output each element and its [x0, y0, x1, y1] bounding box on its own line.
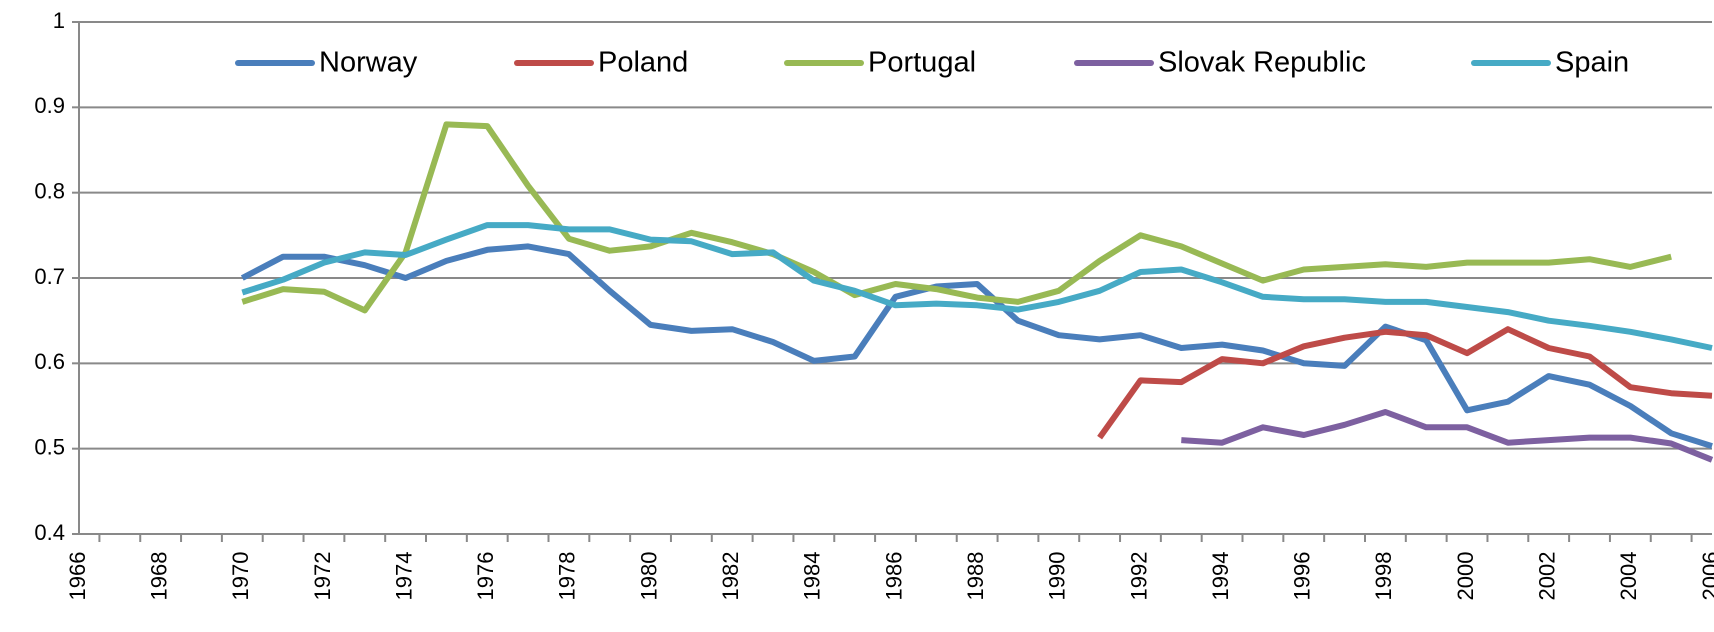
legend-label: Spain: [1555, 47, 1629, 79]
y-tick-label: 0.5: [34, 434, 65, 459]
legend-label: Portugal: [868, 47, 976, 79]
x-tick-label: 1966: [65, 552, 90, 601]
legend: Norway Poland Portugal Slovak Republic Spain: [235, 47, 1629, 79]
y-tick-label: 0.9: [34, 93, 65, 118]
y-tick-label: 0.6: [34, 349, 65, 374]
legend-label: Poland: [598, 47, 688, 79]
x-tick-label: 1992: [1126, 552, 1151, 601]
y-tick-label: 0.8: [34, 178, 65, 203]
y-tick-label: 0.4: [34, 520, 65, 545]
x-tick-label: 1974: [391, 552, 416, 601]
y-tick-label: 0.7: [34, 264, 65, 289]
x-tick-label: 1968: [146, 552, 171, 601]
x-tick-label: 2000: [1453, 552, 1478, 601]
x-tick-label: 2006: [1698, 552, 1714, 601]
x-tick-label: 1996: [1290, 552, 1315, 601]
x-tick-label: 1988: [963, 552, 988, 601]
series-line: [1181, 409, 1714, 463]
x-tick-label: 1970: [228, 552, 253, 601]
series-line: [1097, 326, 1713, 440]
x-tick-label: 2002: [1535, 552, 1560, 601]
x-tick-label: 1976: [473, 552, 498, 601]
x-tick-label: 1980: [636, 552, 661, 601]
series-line: [241, 121, 1672, 314]
y-tick-label: 1: [53, 8, 65, 33]
x-tick-label: 1984: [800, 552, 825, 601]
x-tick-label: 1978: [555, 552, 580, 601]
x-tick-label: 1986: [881, 552, 906, 601]
x-tick-label: 2004: [1616, 552, 1641, 601]
legend-label: Norway: [319, 47, 418, 79]
x-tick-label: 1972: [310, 552, 335, 601]
x-tick-label: 1990: [1045, 552, 1070, 601]
legend-label: Slovak Republic: [1158, 47, 1366, 79]
series-line: [240, 243, 1713, 449]
x-tick-label: 1994: [1208, 552, 1233, 601]
x-tick-label: 1982: [718, 552, 743, 601]
series-line: [241, 222, 1713, 351]
x-tick-label: 1998: [1371, 552, 1396, 601]
